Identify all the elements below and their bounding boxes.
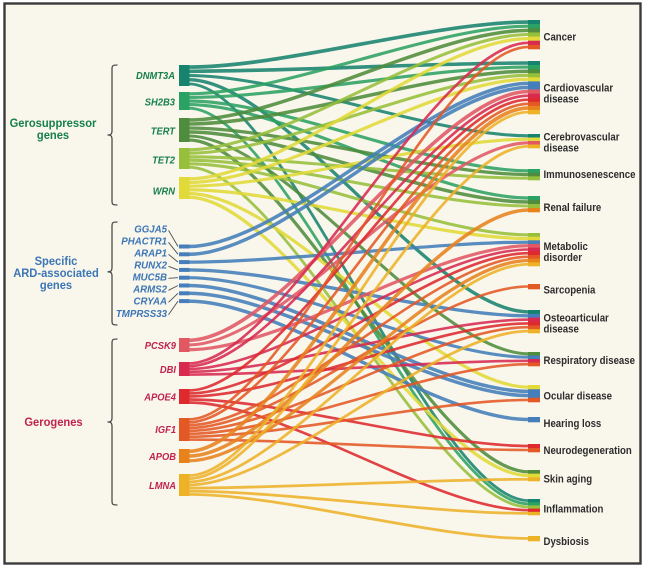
svg-text:genes: genes <box>40 280 72 292</box>
svg-text:PCSK9: PCSK9 <box>145 341 177 352</box>
svg-text:TET2: TET2 <box>152 156 175 167</box>
svg-text:Gerosuppressor: Gerosuppressor <box>10 118 97 130</box>
svg-text:APOE4: APOE4 <box>143 392 176 403</box>
svg-text:Hearing loss: Hearing loss <box>544 418 602 430</box>
svg-text:Metabolic: Metabolic <box>544 241 588 253</box>
svg-text:disease: disease <box>544 323 579 335</box>
svg-text:Ocular disease: Ocular disease <box>544 391 613 403</box>
svg-text:TMPRSS33: TMPRSS33 <box>116 309 168 320</box>
svg-text:disease: disease <box>544 143 579 155</box>
svg-text:disease: disease <box>544 93 579 105</box>
svg-text:APOB: APOB <box>148 452 176 463</box>
svg-text:SH2B3: SH2B3 <box>145 98 176 109</box>
svg-text:Cerebrovascular: Cerebrovascular <box>544 132 621 144</box>
svg-text:LMNA: LMNA <box>149 481 176 492</box>
svg-text:Inflammation: Inflammation <box>544 504 604 516</box>
svg-text:disorder: disorder <box>544 252 583 264</box>
svg-text:ARAP1: ARAP1 <box>133 248 167 259</box>
svg-text:Renal failure: Renal failure <box>544 202 602 214</box>
svg-text:WRN: WRN <box>153 187 176 198</box>
svg-text:DNMT3A: DNMT3A <box>136 71 175 82</box>
svg-text:Neurodegeneration: Neurodegeneration <box>544 445 633 457</box>
svg-text:RUNX2: RUNX2 <box>134 260 167 271</box>
svg-text:Cancer: Cancer <box>544 31 577 43</box>
svg-text:Immunosenescence: Immunosenescence <box>544 169 636 181</box>
svg-text:genes: genes <box>37 130 69 142</box>
svg-text:Cardiovascular: Cardiovascular <box>544 82 614 94</box>
svg-text:Sarcopenia: Sarcopenia <box>544 285 597 297</box>
svg-text:Osteoarticular: Osteoarticular <box>544 312 610 324</box>
svg-text:Skin aging: Skin aging <box>544 473 593 485</box>
svg-text:GGJA5: GGJA5 <box>134 224 167 235</box>
svg-text:Specific: Specific <box>35 256 78 268</box>
svg-text:ARMS2: ARMS2 <box>132 284 168 295</box>
svg-text:CRYAA: CRYAA <box>134 296 168 307</box>
svg-text:Dysbiosis: Dysbiosis <box>544 536 590 548</box>
svg-text:MUC5B: MUC5B <box>133 272 167 283</box>
svg-text:DBI: DBI <box>160 365 176 376</box>
svg-text:TERT: TERT <box>151 126 176 137</box>
svg-text:IGF1: IGF1 <box>155 425 176 436</box>
svg-text:ARD-associated: ARD-associated <box>13 268 99 280</box>
svg-text:Gerogenes: Gerogenes <box>24 417 82 429</box>
svg-text:PHACTR1: PHACTR1 <box>121 236 167 247</box>
svg-text:Respiratory disease: Respiratory disease <box>544 355 636 367</box>
